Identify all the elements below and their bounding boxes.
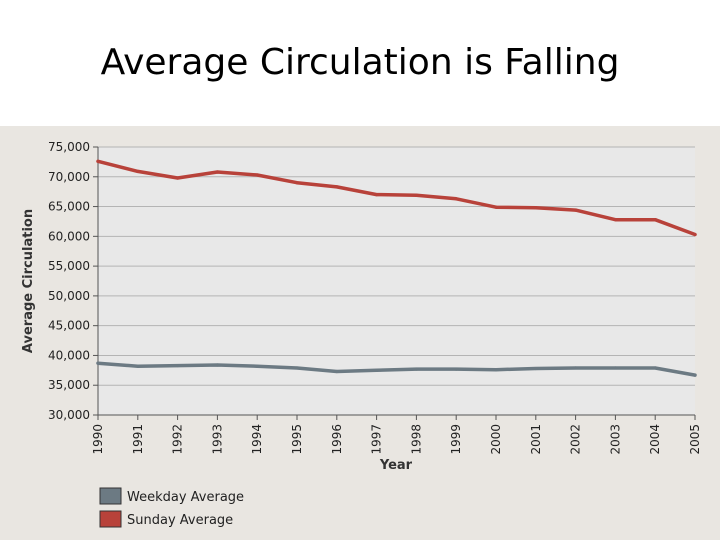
x-tick-label: 2002 [569,424,583,455]
x-tick-label: 1995 [290,424,304,455]
data-point [653,366,657,370]
y-tick-label: 65,000 [48,200,90,214]
y-tick-label: 60,000 [48,229,90,243]
data-point [574,366,578,370]
data-point [295,181,299,185]
data-point [335,369,339,374]
data-point [693,232,697,237]
data-point [255,364,259,368]
data-point [215,363,219,367]
data-point [494,368,498,372]
data-point [414,367,418,371]
x-tick-label: 1992 [171,424,185,455]
data-point [534,366,538,371]
data-point [96,361,100,365]
y-tick-label: 70,000 [48,170,90,184]
data-point [255,173,259,177]
y-tick-label: 35,000 [48,378,90,392]
data-point [613,366,618,370]
x-axis-tick-labels: 1990 1991 1992 1993 1994 1995 1996 1997 1998 1999… [91,415,702,455]
y-tick-label: 50,000 [48,289,90,303]
x-axis-title: Year [379,458,413,473]
series-line-sunday [96,159,697,237]
y-tick-label: 55,000 [48,259,90,273]
y-axis-title: Average Circulation [21,209,36,353]
x-tick-label: 2005 [688,424,702,455]
x-tick-label: 1999 [449,424,463,455]
plot-area [98,147,695,415]
chart-panel: 30,000 35,000 40,000 45,000 50,000 55,000 60,0… [0,126,720,540]
x-tick-label: 1998 [409,424,423,455]
data-point [136,364,140,368]
gridlines [93,146,695,416]
data-point [494,205,498,209]
x-tick-label: 1993 [210,424,224,455]
data-point [375,193,379,197]
x-tick-label: 1990 [91,424,105,455]
data-point [534,206,538,210]
data-point [693,373,697,377]
legend-swatch [99,487,122,505]
y-axis-tick-labels: 30,000 35,000 40,000 45,000 50,000 55,000 60,0… [48,140,90,422]
data-point [136,169,140,174]
x-tick-label: 1997 [370,424,384,455]
data-point [176,176,180,180]
x-tick-label: 2001 [529,424,543,455]
x-tick-label: 2004 [648,424,662,455]
data-point [215,170,219,174]
x-tick-label: 2000 [489,424,503,455]
data-point [653,218,657,222]
data-point [574,208,578,212]
data-point [335,185,339,189]
x-tick-label: 1996 [330,424,344,455]
y-tick-label: 75,000 [48,140,90,154]
data-point [414,193,418,197]
series-line-weekday [96,361,697,377]
y-tick-label: 30,000 [48,408,90,422]
slide-title: Average Circulation is Falling [100,42,620,83]
line-chart: 30,000 35,000 40,000 45,000 50,000 55,000 60,0… [21,140,702,528]
legend-swatch [99,510,122,528]
data-point [295,366,299,370]
y-tick-label: 40,000 [48,348,90,362]
series-lines [96,159,697,377]
data-point [613,218,618,222]
legend: Weekday Average Sunday Average [99,487,244,528]
x-tick-label: 1991 [131,424,145,455]
data-point [176,363,180,368]
data-point [96,159,100,163]
x-tick-label: 1994 [250,424,264,455]
data-point [454,367,458,371]
x-tick-label: 2003 [608,424,622,455]
legend-label: Sunday Average [127,513,233,528]
y-tick-label: 45,000 [48,319,90,333]
data-point [375,368,379,372]
legend-label: Weekday Average [127,490,244,505]
data-point [454,197,458,201]
